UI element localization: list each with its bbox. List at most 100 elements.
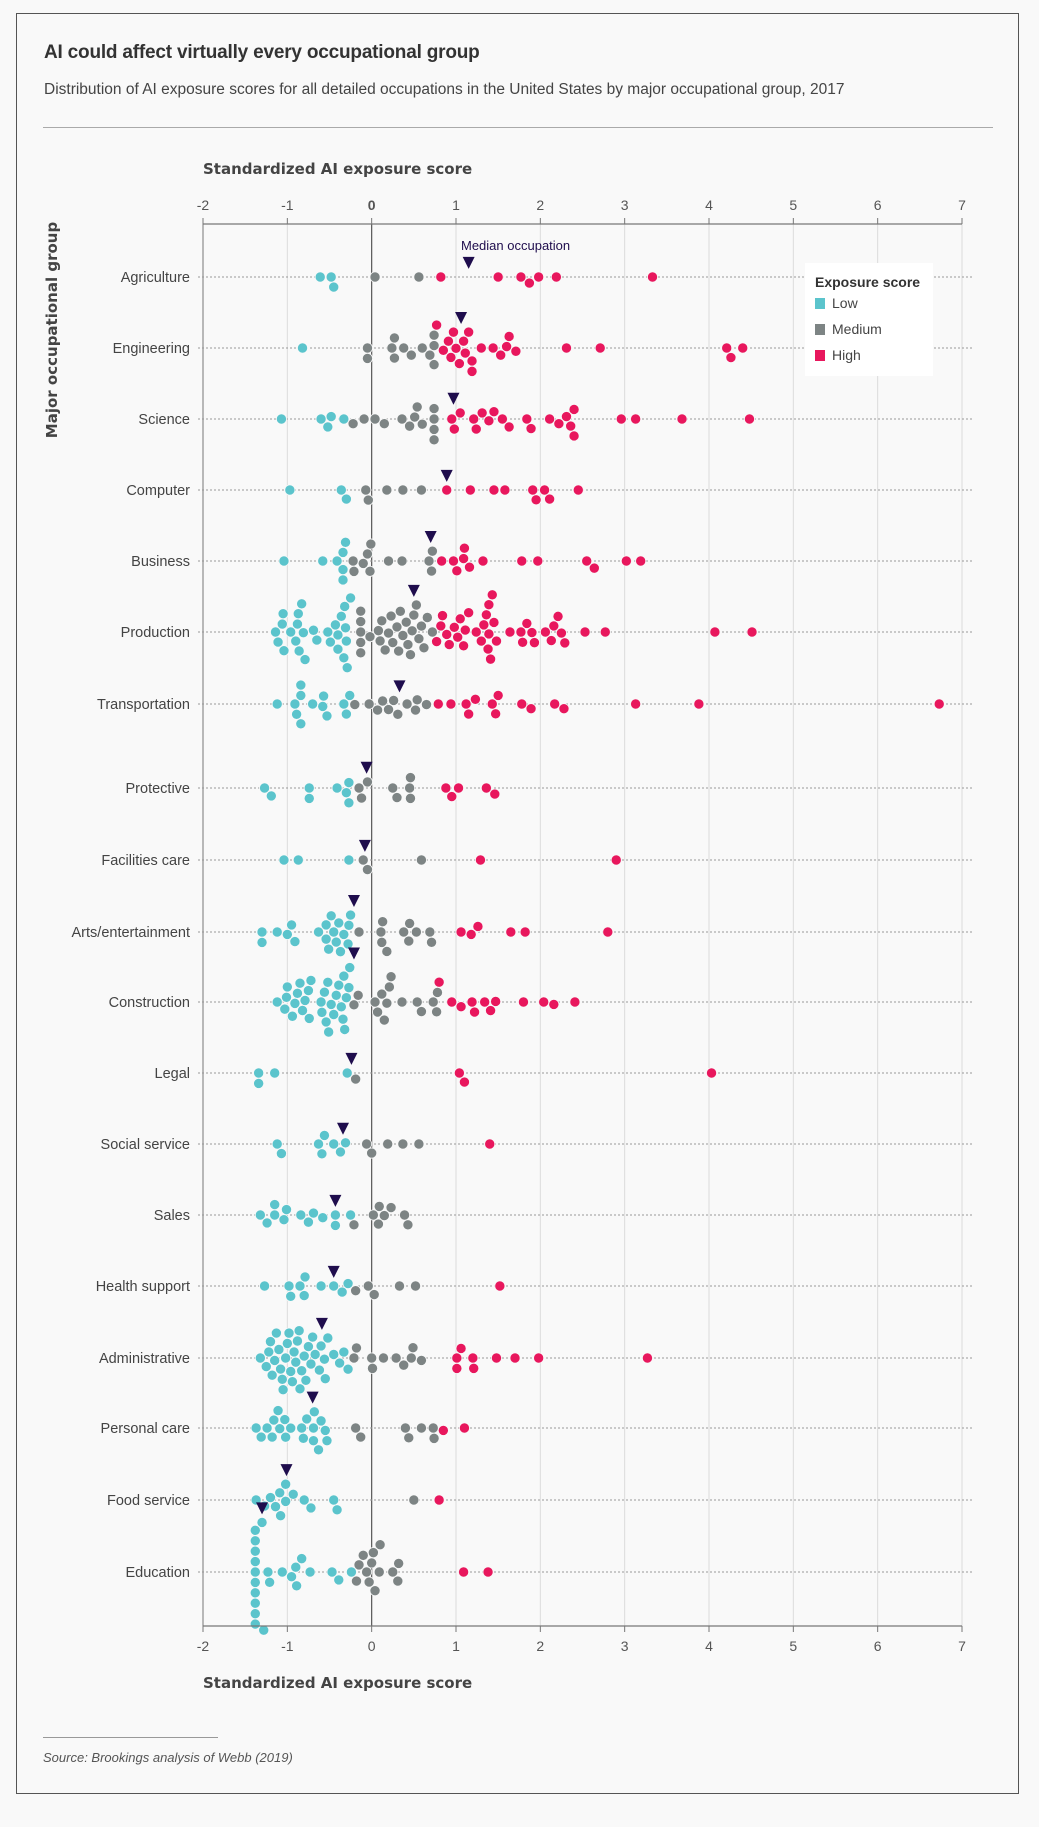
dot-high: [455, 1001, 467, 1013]
dot-high: [489, 788, 501, 800]
dot-medium: [423, 555, 435, 567]
x-tick-label-top: 0: [368, 197, 376, 213]
dot-low: [342, 1278, 354, 1290]
dot-low: [324, 636, 336, 648]
dot-high: [448, 423, 460, 435]
dot-low: [253, 1067, 265, 1079]
dot-high: [559, 637, 571, 649]
dot-low: [315, 1340, 327, 1352]
row-label: Personal care: [101, 1421, 190, 1437]
dot-low: [333, 979, 345, 991]
dot-medium: [415, 1354, 427, 1366]
dot-low: [323, 943, 335, 955]
dot-medium: [402, 639, 414, 651]
legend-label-low: Low: [832, 295, 859, 311]
dot-high: [454, 407, 466, 419]
dot-low: [338, 928, 350, 940]
dot-low: [285, 1365, 297, 1377]
dot-medium: [355, 605, 367, 617]
median-marker: [447, 392, 460, 405]
dot-low: [268, 1414, 280, 1426]
dot-medium: [347, 418, 359, 430]
dot-high: [530, 494, 542, 506]
data-points: [249, 271, 945, 1636]
dot-low: [313, 1364, 325, 1376]
dot-low: [344, 962, 356, 974]
dot-high: [480, 609, 492, 621]
dot-medium: [406, 625, 418, 637]
dot-high: [447, 555, 459, 567]
dot-low: [307, 1435, 319, 1447]
dot-high: [469, 693, 481, 705]
dot-medium: [383, 981, 395, 993]
dot-low: [270, 1501, 282, 1513]
dot-low: [284, 484, 296, 496]
dot-high: [482, 643, 494, 655]
dot-high: [476, 407, 488, 419]
dot-low: [340, 708, 352, 720]
dot-medium: [372, 1218, 384, 1230]
dot-high: [440, 782, 452, 794]
legend: Exposure score Low Medium High: [805, 263, 933, 376]
dot-low: [292, 854, 304, 866]
dot-medium: [408, 1494, 420, 1506]
dot-medium: [382, 1138, 394, 1150]
dot-high: [475, 635, 487, 647]
dot-medium: [361, 342, 373, 354]
x-tick-label-top: 1: [452, 197, 460, 213]
dot-medium: [402, 1219, 414, 1231]
dot-low: [338, 652, 350, 664]
dot-high: [463, 708, 475, 720]
dot-low: [332, 629, 344, 641]
dot-high: [477, 555, 489, 567]
dot-medium: [374, 635, 386, 647]
dot-low: [280, 1204, 292, 1216]
dot-low: [344, 689, 356, 701]
dot-low: [272, 1405, 284, 1417]
dot-high: [437, 1424, 449, 1436]
dot-high: [630, 698, 642, 710]
dot-low: [307, 1422, 319, 1434]
dot-high: [521, 617, 533, 629]
dot-high: [517, 996, 529, 1008]
gridlines: [202, 224, 963, 1626]
dot-high: [458, 640, 470, 652]
dot-low: [291, 708, 303, 720]
dot-medium: [363, 1576, 375, 1588]
dot-medium: [404, 772, 416, 784]
dot-low: [340, 992, 352, 1004]
row-label: Health support: [96, 1279, 190, 1295]
dot-medium: [361, 1566, 373, 1578]
dot-low: [307, 624, 319, 636]
dot-high: [486, 698, 498, 710]
dot-low: [289, 698, 301, 710]
dot-high: [525, 703, 537, 715]
dot-low: [255, 1431, 267, 1443]
dot-low: [278, 555, 290, 567]
dot-high: [479, 996, 491, 1008]
dot-low: [275, 1510, 287, 1522]
dot-medium: [416, 342, 428, 354]
dot-low: [286, 1376, 298, 1388]
dot-high: [485, 653, 497, 665]
dot-medium: [355, 626, 367, 638]
dot-medium: [372, 625, 384, 637]
dot-medium: [357, 1549, 369, 1561]
dot-high: [490, 708, 502, 720]
chart-title: AI could affect virtually every occupati…: [44, 42, 480, 63]
dot-medium: [368, 1289, 380, 1301]
dot-high: [516, 698, 528, 710]
dot-low: [249, 1608, 261, 1620]
dot-medium: [383, 704, 395, 716]
x-tick-label-bottom: 6: [874, 1638, 882, 1654]
dot-low: [278, 1214, 290, 1226]
dot-medium: [353, 926, 365, 938]
dot-low: [269, 1067, 281, 1079]
dot-medium: [388, 332, 400, 344]
dot-medium: [426, 565, 438, 577]
row-label: Protective: [126, 781, 190, 797]
dot-low: [283, 1327, 295, 1339]
dot-low: [285, 1290, 297, 1302]
dot-medium: [350, 1422, 362, 1434]
dot-medium: [428, 1432, 440, 1444]
